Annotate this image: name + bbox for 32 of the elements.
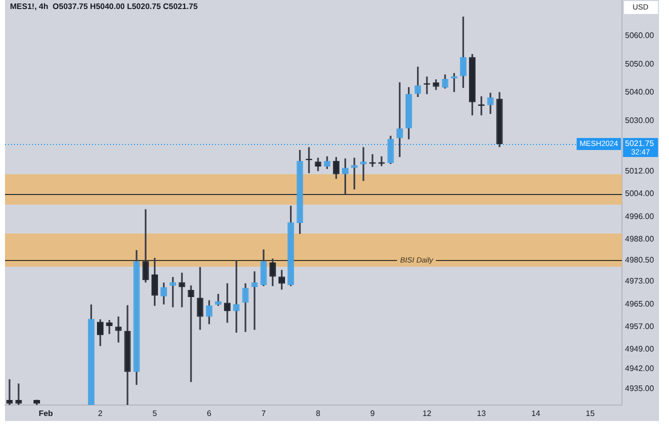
y-tick-label: 4965.00: [625, 299, 654, 308]
y-tick-label: 5060.00: [625, 31, 654, 40]
y-tick-label: 5050.00: [625, 59, 654, 68]
y-tick-label: 4996.00: [625, 212, 654, 221]
y-tick-label: 4973.00: [625, 276, 654, 286]
candlestick: [251, 271, 258, 330]
y-tick-label: 4942.00: [625, 364, 654, 374]
x-tick-label: 7: [261, 409, 266, 418]
x-tick-label: 9: [370, 409, 376, 418]
y-tick-label: 5004.00: [625, 189, 654, 198]
y-tick-label: 5012.00: [625, 166, 654, 176]
y-tick-label: 4935.00: [625, 384, 654, 393]
candlestick: [188, 285, 194, 382]
x-tick-label: Feb: [38, 409, 54, 418]
x-tick-label: 5: [152, 409, 158, 418]
y-tick-label: 5030.00: [625, 116, 654, 125]
candlestick: [178, 272, 186, 308]
candlestick: [6, 379, 13, 405]
x-tick-label: 14: [531, 409, 541, 418]
y-tick-label: 5021.75: [625, 139, 654, 148]
y-tick-label: 4949.00: [625, 344, 654, 354]
x-tick-label: 8: [316, 409, 321, 418]
x-tick-label: 15: [586, 409, 596, 418]
x-tick-label: 2: [98, 409, 104, 418]
y-tick-label: 4988.00: [625, 234, 654, 244]
y-tick-label: 4957.00: [625, 322, 654, 331]
y-tick-label: 4980.50: [625, 256, 654, 265]
x-tick-label: 13: [476, 409, 486, 418]
y-tick-label: 5040.00: [625, 88, 654, 97]
x-tick-label: 12: [422, 409, 432, 418]
x-tick-label: 6: [206, 409, 212, 418]
chart-title: MES1!, 4h O5037.75 H5040.00 L5020.75 C5021.75: [10, 2, 198, 12]
